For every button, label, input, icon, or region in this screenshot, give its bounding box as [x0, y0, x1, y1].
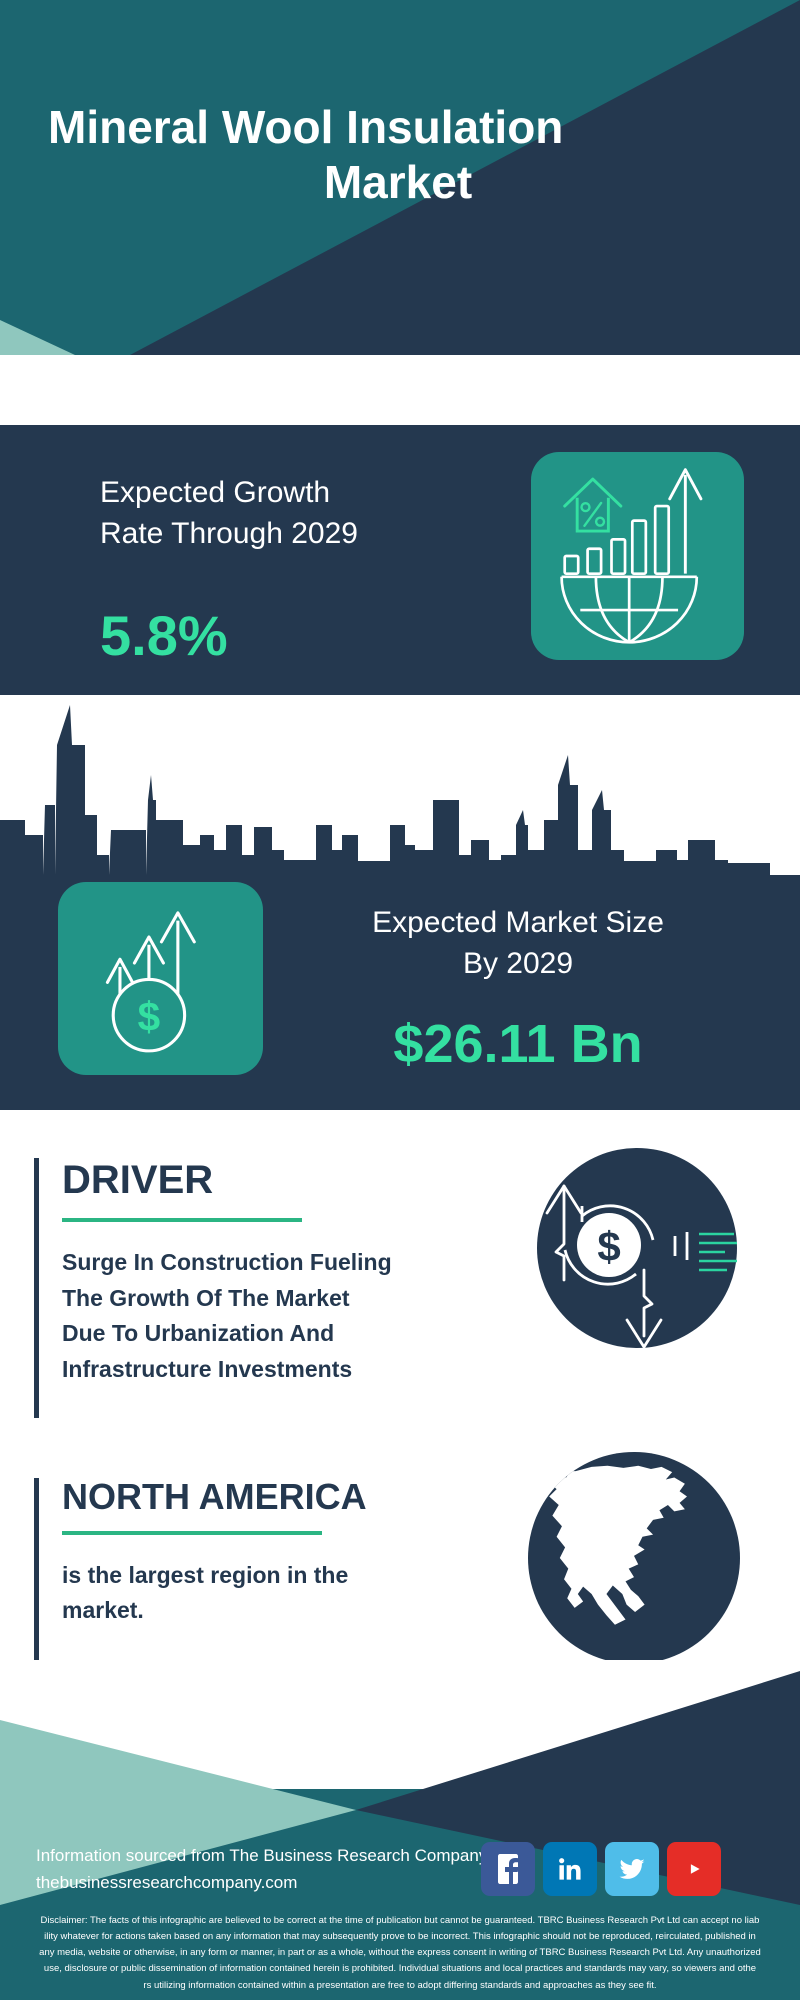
svg-text:$: $ [138, 994, 161, 1040]
svg-text:$: $ [597, 1223, 620, 1270]
